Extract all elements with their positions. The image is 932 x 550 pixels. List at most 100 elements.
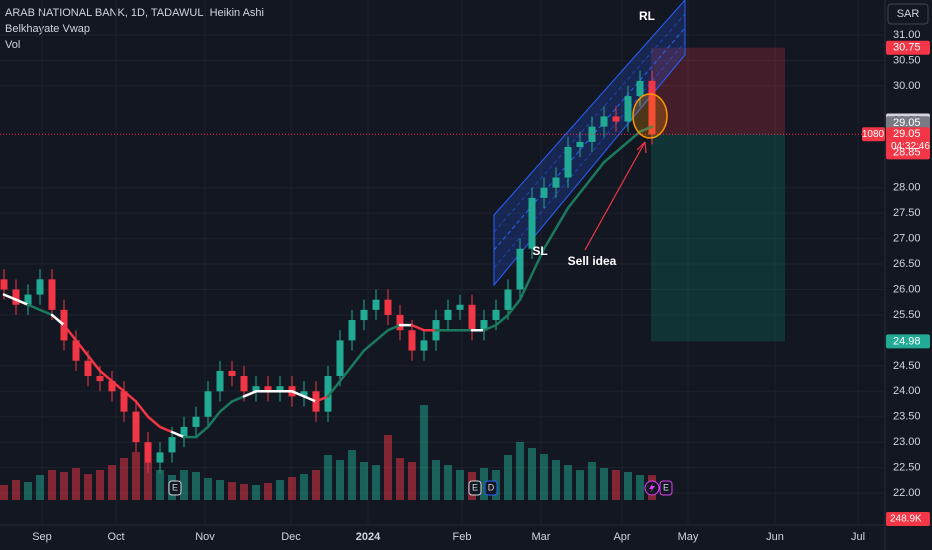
candle-body — [504, 289, 512, 310]
volume-bar — [600, 468, 608, 500]
price-marker — [886, 334, 930, 349]
annotation: SL — [532, 244, 547, 258]
vwap-segment — [590, 161, 606, 179]
candle-body — [204, 391, 212, 417]
volume-bar — [180, 470, 188, 500]
candle-body — [480, 320, 488, 331]
candle-body — [156, 452, 164, 463]
candle-body — [564, 146, 572, 178]
candle-body — [132, 411, 140, 443]
y-tick-label: 30.00 — [893, 80, 921, 92]
vwap-segment — [410, 323, 426, 332]
vwap-segment — [290, 390, 306, 398]
vwap-segment — [554, 206, 570, 230]
candle-body — [384, 299, 392, 315]
candle-body — [0, 279, 8, 290]
event-label: E — [472, 482, 478, 492]
vwap-segment — [638, 125, 654, 133]
volume-bar — [216, 480, 224, 500]
volume-bar — [84, 474, 92, 500]
vwap-segment — [566, 191, 582, 210]
annotation: RL — [639, 9, 655, 23]
candle-body — [48, 279, 56, 310]
x-tick-label: Feb — [453, 531, 472, 543]
volume-bar — [564, 465, 572, 500]
channel-quarter — [493, 13, 686, 233]
vwap-segment — [218, 400, 234, 413]
event-icon — [468, 480, 482, 496]
candle-body — [612, 116, 620, 122]
volume-bar — [552, 460, 560, 500]
vwap-segment — [482, 323, 498, 332]
volume-bar — [264, 483, 272, 500]
y-tick-label: 30.50 — [893, 54, 921, 66]
currency-button[interactable] — [887, 3, 929, 25]
volume-bar — [228, 482, 236, 500]
volume-bar — [156, 470, 164, 500]
volume-bar — [276, 480, 284, 500]
candle-body — [540, 187, 548, 198]
volume-marker — [886, 512, 930, 526]
vwap-segment — [494, 313, 510, 327]
vwap-segment — [98, 369, 114, 383]
candle-body — [192, 416, 200, 427]
x-tick-label: Sep — [32, 531, 52, 543]
vwap-segment — [506, 298, 522, 317]
vwap-segment — [110, 379, 126, 393]
x-tick-label: Jul — [851, 531, 865, 543]
volume-bar — [432, 460, 440, 500]
price-marker-label: 28.85 — [893, 146, 921, 158]
vwap-segment — [626, 130, 642, 144]
volume-bar — [588, 462, 596, 500]
volume-bar — [408, 462, 416, 500]
volume-bar — [324, 455, 332, 500]
volume-bar — [480, 468, 488, 500]
y-tick-label: 26.50 — [893, 258, 921, 270]
volume-bar — [96, 470, 104, 500]
volume-bar — [516, 442, 524, 500]
volume-bar — [24, 482, 32, 500]
vwap-segment — [50, 313, 66, 327]
x-tick-label: 2024 — [356, 531, 381, 543]
candle-body — [420, 340, 428, 351]
volume-bar — [60, 472, 68, 500]
x-tick-label: Oct — [107, 531, 124, 543]
x-tick-label: Jun — [766, 531, 784, 543]
candle-body — [180, 426, 188, 438]
candle-body — [252, 386, 260, 392]
volume-bar — [504, 455, 512, 500]
candle-body — [372, 299, 380, 310]
volume-bar — [300, 474, 308, 500]
volume-bar — [396, 458, 404, 500]
candle-body — [84, 360, 92, 377]
volume-bar — [360, 462, 368, 500]
candle-body — [36, 279, 44, 295]
candle-body — [144, 442, 152, 463]
candle-body — [168, 437, 176, 453]
vwap-segment — [302, 395, 318, 403]
vwap-segment — [194, 425, 210, 439]
volume-bar — [36, 475, 44, 500]
volume-bar — [48, 470, 56, 500]
volume-bar — [528, 448, 536, 500]
vwap-segment — [326, 379, 342, 398]
event-icon — [659, 480, 673, 496]
vwap-segment — [122, 390, 138, 403]
vwap-segment — [146, 415, 162, 429]
currency[interactable]: SAR — [897, 8, 920, 20]
volume-bar — [636, 475, 644, 500]
volume-bar — [336, 460, 344, 500]
candle-body — [444, 309, 452, 321]
vwap-segment — [602, 150, 618, 164]
volume-bar — [192, 472, 200, 500]
vwap-segment — [62, 323, 78, 342]
candle-body — [228, 370, 236, 377]
volume-bar — [348, 450, 356, 500]
candle-body — [408, 330, 416, 351]
volume-bar — [312, 470, 320, 500]
x-tick-label: Nov — [195, 531, 215, 543]
price-marker-label: 29.05 — [893, 117, 921, 129]
vwap-segment — [542, 227, 558, 251]
indicator-label: Belkhayate Vwap — [5, 23, 90, 35]
